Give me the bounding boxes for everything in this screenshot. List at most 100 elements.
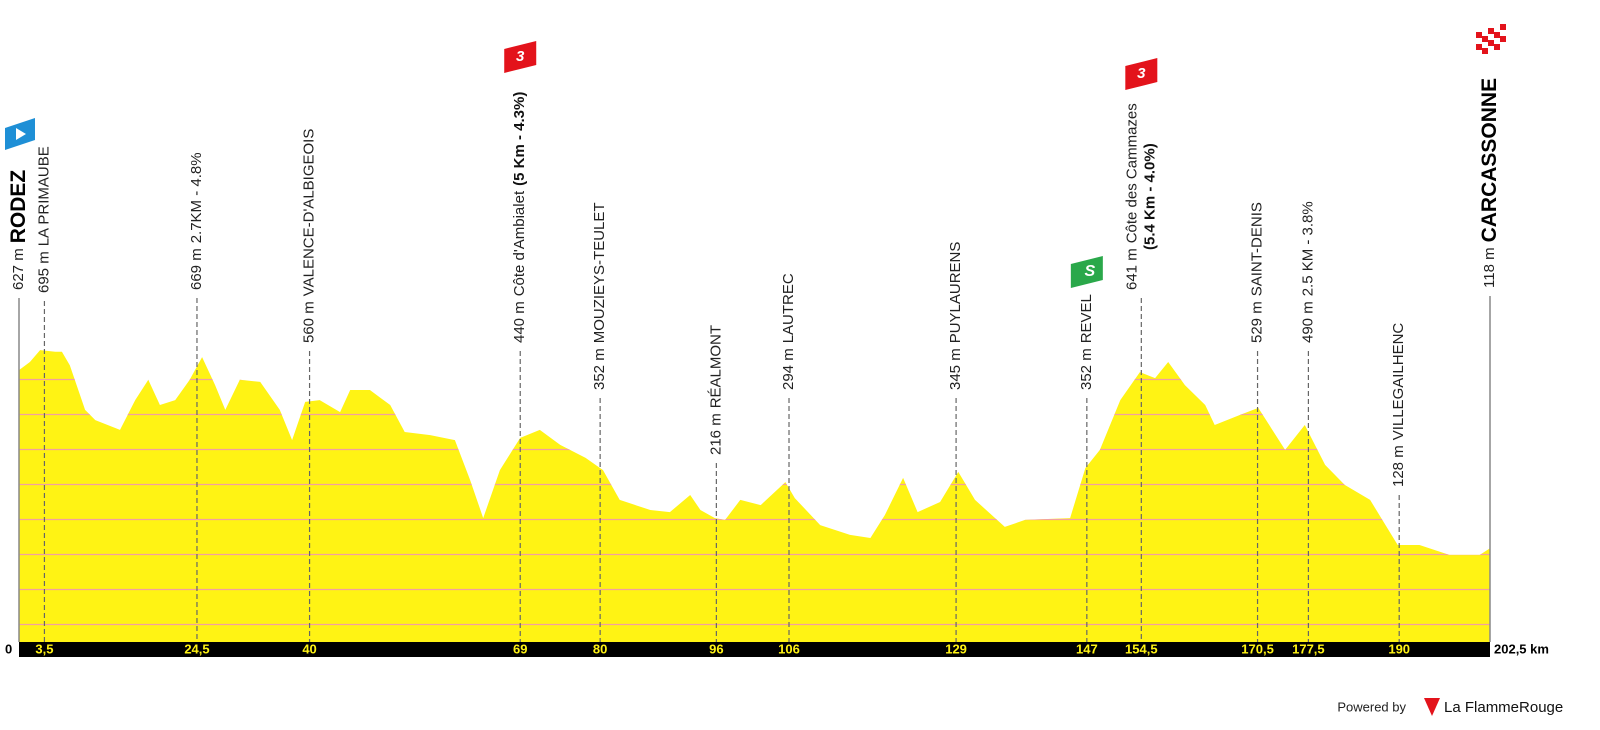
km-label: 202,5 km: [1494, 641, 1549, 656]
climb-category: 3: [1137, 65, 1146, 82]
km-label: 106: [778, 641, 800, 656]
waypoint-label: (5.4 Km - 4.0%): [1141, 143, 1158, 250]
km-label: 96: [709, 641, 723, 656]
elevation-label: 216 m: [707, 413, 724, 455]
km-label: 0: [5, 641, 12, 656]
finish-check: [1482, 42, 1488, 48]
elevation-label: 440 m: [511, 301, 528, 343]
waypoint-text: 560 m VALENCE-D'ALBIGEOIS: [301, 129, 318, 343]
waypoint-label: 560 m VALENCE-D'ALBIGEOIS: [301, 129, 318, 343]
elevation-label: 627 m: [10, 248, 27, 290]
km-label: 154,5: [1125, 641, 1158, 656]
brand: La FlammeRouge: [1444, 699, 1563, 716]
waypoint-text: 128 m VILLEGAILHENC: [1390, 323, 1407, 487]
km-label: 40: [302, 641, 316, 656]
km-label: 190: [1388, 641, 1410, 656]
km-bar: [19, 642, 1490, 657]
finish-check: [1494, 38, 1500, 44]
finish-check: [1500, 42, 1506, 48]
elevation-label: 641 m: [1123, 248, 1140, 290]
km-label: 147: [1076, 641, 1098, 656]
waypoint-label: 216 m RÉALMONT: [707, 325, 724, 455]
finish-check: [1488, 28, 1494, 34]
waypoint-text: 695 m LA PRIMAUBE: [35, 146, 52, 293]
waypoint-name: Côte des Cammazes: [1123, 103, 1140, 243]
km-label: 170,5: [1241, 641, 1274, 656]
waypoint-name: SAINT-DENIS: [1249, 202, 1266, 296]
waypoint-label: 118 m CARCASSONNE: [1478, 78, 1501, 288]
km-label: 3,5: [35, 641, 53, 656]
finish-check: [1476, 44, 1482, 50]
elevation-label: 560 m: [301, 301, 318, 343]
waypoint-name: PUYLAURENS: [947, 242, 964, 344]
waypoint-text: 352 m MOUZIEYS-TEULET: [591, 202, 608, 390]
elevation-label: 352 m: [1078, 348, 1095, 390]
finish-check: [1482, 30, 1488, 36]
finish-check: [1488, 34, 1494, 40]
waypoint-label: 529 m SAINT-DENIS: [1249, 202, 1266, 343]
km-label: 24,5: [184, 641, 209, 656]
elevation-label: 669 m: [188, 248, 205, 290]
finish-check: [1488, 46, 1494, 52]
elevation-label: 695 m: [35, 251, 52, 293]
climb-category: 3: [516, 48, 525, 65]
finish-check: [1476, 38, 1482, 44]
finish-check: [1494, 32, 1500, 38]
waypoint-text: 490 m 2.5 KM - 3.8%: [1299, 201, 1316, 343]
waypoint-label: 352 m MOUZIEYS-TEULET: [591, 202, 608, 390]
elevation-label: 352 m: [591, 348, 608, 390]
waypoint-label: 294 m LAUTREC: [780, 273, 797, 390]
waypoint-text: 641 m Côte des Cammazes: [1123, 103, 1140, 290]
finish-check: [1482, 36, 1488, 42]
waypoint-name: LAUTREC: [780, 273, 797, 343]
waypoint-text: 440 m Côte d'Ambialet (5 Km - 4.3%): [511, 92, 528, 343]
waypoint-text: 352 m REVEL: [1078, 294, 1095, 390]
waypoint-label: 641 m Côte des Cammazes: [1123, 103, 1140, 290]
waypoint-name: Côte d'Ambialet: [511, 190, 528, 296]
waypoint-name: VALENCE-D'ALBIGEOIS: [301, 129, 318, 297]
waypoint-label: 695 m LA PRIMAUBE: [35, 146, 52, 293]
finish-check: [1494, 44, 1500, 50]
waypoint-label: 128 m VILLEGAILHENC: [1390, 323, 1407, 487]
waypoint-name: 2.7KM - 4.8%: [188, 152, 205, 243]
waypoint-text: 118 m CARCASSONNE: [1478, 78, 1501, 288]
climb-detail: (5.4 Km - 4.0%): [1141, 143, 1158, 250]
finish-check: [1488, 40, 1494, 46]
elevation-area: [19, 350, 1490, 642]
waypoint-label: 440 m Côte d'Ambialet (5 Km - 4.3%): [511, 92, 528, 343]
km-label: 80: [593, 641, 607, 656]
waypoint-name: MOUZIEYS-TEULET: [591, 202, 608, 343]
waypoint-label: 352 m REVEL: [1078, 294, 1095, 390]
waypoint-text: 627 m RODEZ: [7, 170, 30, 290]
sprint-flag: [1070, 256, 1103, 288]
finish-check: [1476, 32, 1482, 38]
elevation-label: 118 m: [1481, 247, 1498, 288]
waypoint-name: RÉALMONT: [707, 325, 724, 408]
elevation-label: 529 m: [1249, 301, 1266, 343]
waypoint-name: 2.5 KM - 3.8%: [1299, 201, 1316, 296]
waypoint-text: 345 m PUYLAURENS: [947, 242, 964, 390]
finish-flag: [1476, 24, 1506, 56]
elevation-label: 128 m: [1390, 445, 1407, 487]
powered-by: Powered by: [1337, 699, 1406, 714]
finish-check: [1500, 36, 1506, 42]
waypoint-text: 529 m SAINT-DENIS: [1249, 202, 1266, 343]
waypoint-text: 294 m LAUTREC: [780, 273, 797, 390]
start-arrow: [16, 128, 26, 140]
sprint-label: S: [1085, 263, 1096, 280]
elevation-label: 490 m: [1299, 301, 1316, 343]
finish-check: [1476, 50, 1482, 56]
elevation-label: 294 m: [780, 348, 797, 390]
finish-check: [1500, 24, 1506, 30]
waypoint-name: RODEZ: [7, 170, 30, 244]
waypoint-label: 345 m PUYLAURENS: [947, 242, 964, 390]
waypoint-label: 627 m RODEZ: [7, 170, 30, 290]
climb-detail: (5 Km - 4.3%): [511, 92, 528, 186]
waypoint-name: LA PRIMAUBE: [35, 146, 52, 246]
brand-logo: [1424, 698, 1440, 716]
waypoint-text: 216 m RÉALMONT: [707, 325, 724, 455]
climb-flag: [1125, 58, 1158, 90]
finish-check: [1482, 48, 1488, 54]
waypoint-name: VILLEGAILHENC: [1390, 323, 1407, 441]
